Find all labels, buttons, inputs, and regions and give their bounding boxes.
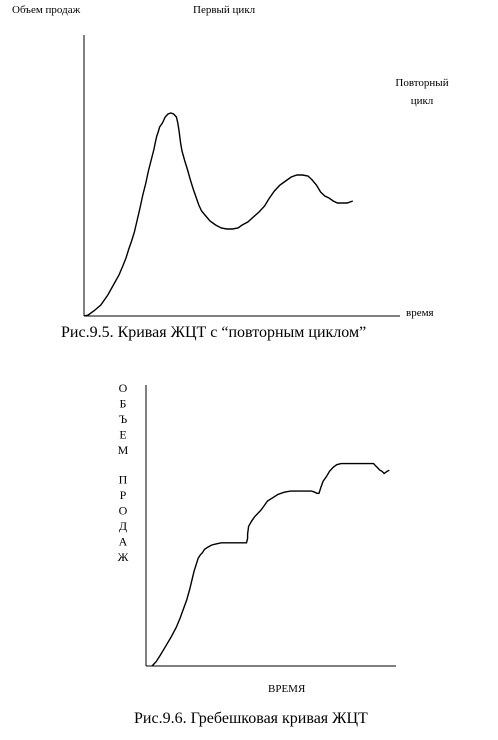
- chart2-ylabel-letter: Ъ: [119, 412, 128, 426]
- chart2-ylabel-letter: Р: [120, 488, 127, 502]
- chart1-ylabel: Объем продаж: [12, 4, 81, 16]
- chart1-series-line: [83, 112, 354, 317]
- chart2-ylabel-letter: М: [118, 443, 129, 457]
- chart2-ylabel-letter: Ж: [118, 550, 129, 564]
- chart2-ylabel-letter: Д: [119, 519, 127, 533]
- chart2-xlabel: ВРЕМЯ: [268, 683, 306, 695]
- chart2-series-line: [151, 462, 390, 667]
- chart2-ylabel-letter: А: [119, 535, 128, 549]
- chart2-ylabel-letter: О: [119, 504, 128, 518]
- chart2-ylabel-letter: О: [119, 381, 128, 395]
- chart2-ylabel-letter: Б: [120, 397, 127, 411]
- chart1-annotation-repeat-cycle: Повторный цикл: [395, 77, 449, 107]
- chart2-ylabel-letter: П: [119, 473, 128, 487]
- chart2-caption: Рис.9.6. Гребешковая кривая ЖЦТ: [134, 710, 368, 727]
- chart1-caption: Рис.9.5. Кривая ЖЦТ с “повторным циклом”: [61, 324, 367, 341]
- chart2-ylabel-letter: Е: [119, 428, 126, 442]
- chart1-annotation-first-cycle: Первый цикл: [193, 4, 256, 16]
- chart1-xlabel: время: [406, 307, 434, 319]
